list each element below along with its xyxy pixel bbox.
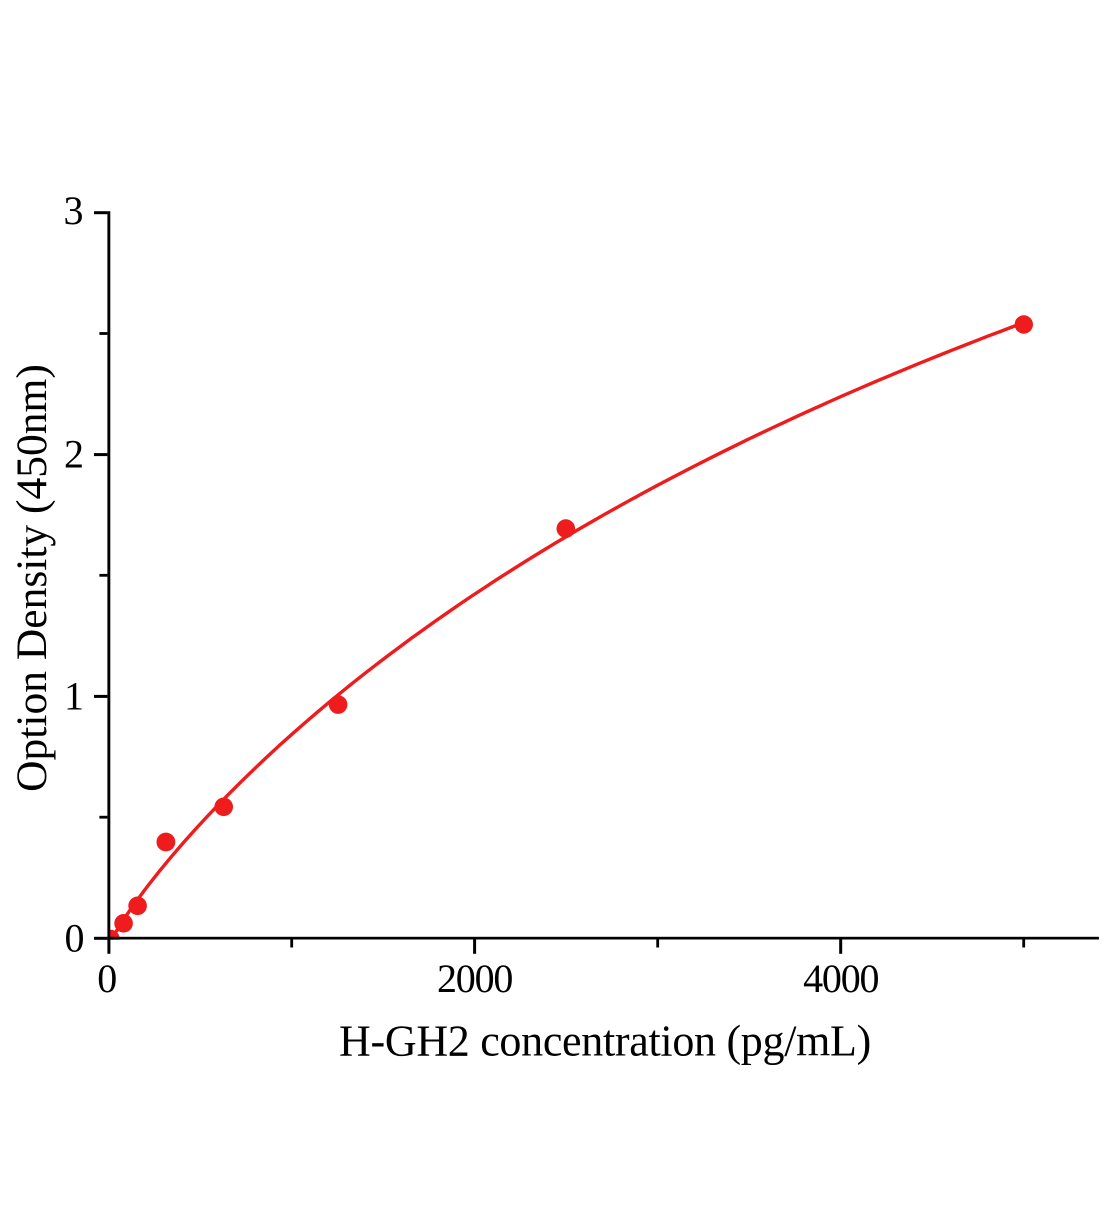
svg-text:3: 3 [64,188,84,233]
svg-text:1: 1 [64,673,84,718]
svg-text:0: 0 [97,956,117,1001]
svg-text:2: 2 [64,432,84,477]
svg-text:2000: 2000 [437,956,512,1001]
svg-text:H-GH2 concentration (pg/mL): H-GH2 concentration (pg/mL) [339,1017,871,1066]
svg-text:4000: 4000 [803,956,878,1001]
svg-text:0: 0 [65,915,85,960]
svg-text:Option Density (450nm): Option Density (450nm) [8,364,56,792]
